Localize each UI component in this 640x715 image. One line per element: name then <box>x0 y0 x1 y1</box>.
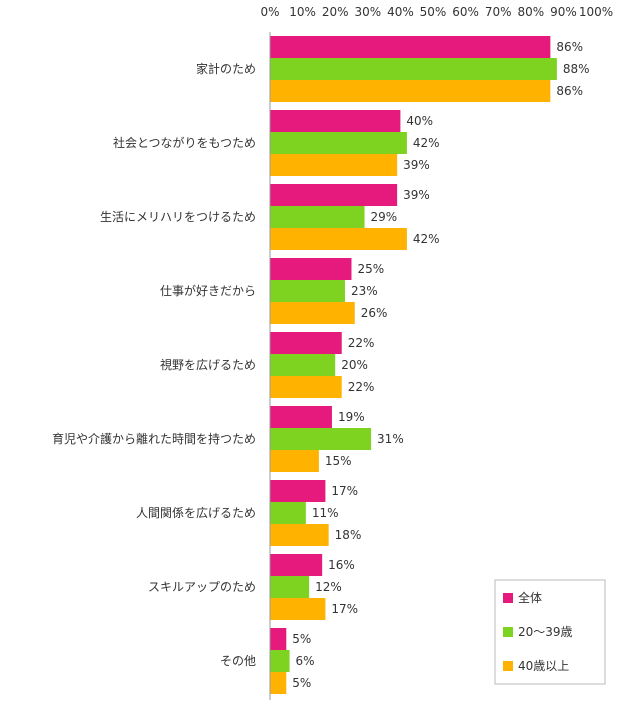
data-label: 19% <box>338 410 365 424</box>
legend: 全体 20～39歳 40歳以上 <box>494 579 606 685</box>
bar <box>270 450 319 472</box>
bar <box>270 332 342 354</box>
x-tick-label: 10% <box>289 5 316 19</box>
data-label: 31% <box>377 432 404 446</box>
category-label: 仕事が好きだから <box>160 283 256 298</box>
bar <box>270 228 407 250</box>
data-label: 17% <box>331 484 358 498</box>
bar <box>270 406 332 428</box>
bar <box>270 36 551 58</box>
bar <box>270 354 336 376</box>
category-label: 視野を広げるため <box>160 357 256 372</box>
data-label: 29% <box>371 210 398 224</box>
bar <box>270 80 551 102</box>
data-label: 42% <box>413 136 440 150</box>
legend-label: 20～39歳 <box>518 625 573 639</box>
data-label: 42% <box>413 232 440 246</box>
legend-label: 40歳以上 <box>518 659 569 673</box>
category-label: 人間関係を広げるため <box>136 506 256 520</box>
data-label: 88% <box>563 62 590 76</box>
data-label: 16% <box>328 558 355 572</box>
bar <box>270 554 323 576</box>
x-tick-label: 0% <box>260 5 279 19</box>
category-label: 生活にメリハリをつけるため <box>100 210 256 224</box>
bar <box>270 206 365 228</box>
bar <box>270 110 401 132</box>
bar <box>270 502 306 524</box>
bar <box>270 132 407 154</box>
data-label: 17% <box>331 602 358 616</box>
category-label: その他 <box>220 654 256 668</box>
data-label: 39% <box>403 158 430 172</box>
bar <box>270 258 352 280</box>
data-label: 5% <box>292 632 311 646</box>
legend-swatch <box>503 627 513 637</box>
bar <box>270 302 355 324</box>
x-tick-label: 40% <box>387 5 414 19</box>
bar <box>270 672 287 694</box>
legend-box <box>494 579 606 685</box>
bar <box>270 480 326 502</box>
data-label: 22% <box>348 380 375 394</box>
data-label: 20% <box>341 358 368 372</box>
bar <box>270 184 398 206</box>
data-label: 39% <box>403 188 430 202</box>
bar <box>270 428 372 450</box>
bar <box>270 650 290 672</box>
x-axis-ticks: 0% 10% 20% 30% 40% 50% 60% 70% 80% 90% 100% <box>260 5 613 19</box>
data-label: 5% <box>292 676 311 690</box>
data-label: 40% <box>406 114 433 128</box>
category-label: 社会とつながりをもつため <box>113 135 256 150</box>
category-label: 育児や介護から離れた時間を持つため <box>52 431 256 446</box>
legend-swatch <box>503 593 513 603</box>
x-tick-label: 90% <box>550 5 577 19</box>
x-tick-label: 50% <box>420 5 447 19</box>
x-tick-label: 60% <box>452 5 479 19</box>
data-label: 22% <box>348 336 375 350</box>
bar <box>270 576 310 598</box>
data-label: 23% <box>351 284 378 298</box>
data-label: 6% <box>296 654 315 668</box>
data-label: 15% <box>325 454 352 468</box>
category-label: 家計のため <box>196 61 256 76</box>
bars <box>270 36 557 694</box>
bar <box>270 628 287 650</box>
legend-label: 全体 <box>518 590 542 605</box>
x-tick-label: 70% <box>485 5 512 19</box>
bar <box>270 58 557 80</box>
bar <box>270 376 342 398</box>
category-label: スキルアップのため <box>148 580 256 594</box>
bar <box>270 154 398 176</box>
x-tick-label: 20% <box>322 5 349 19</box>
data-label: 26% <box>361 306 388 320</box>
legend-swatch <box>503 661 513 671</box>
bar <box>270 280 345 302</box>
data-label: 25% <box>358 262 385 276</box>
x-tick-label: 80% <box>517 5 544 19</box>
bar <box>270 598 326 620</box>
x-tick-label: 100% <box>579 5 613 19</box>
value-labels: 86% 88% 86% 40% 42% 39% 39% 29% 42% 25% 23% 26% 22% 2… <box>292 40 589 690</box>
x-tick-label: 30% <box>354 5 381 19</box>
data-label: 86% <box>556 84 583 98</box>
data-label: 12% <box>315 580 342 594</box>
data-label: 11% <box>312 506 339 520</box>
category-labels: 家計のため社会とつながりをもつため生活にメリハリをつけるため仕事が好きだから視野… <box>52 61 256 668</box>
bar <box>270 524 329 546</box>
data-label: 18% <box>335 528 362 542</box>
data-label: 86% <box>556 40 583 54</box>
